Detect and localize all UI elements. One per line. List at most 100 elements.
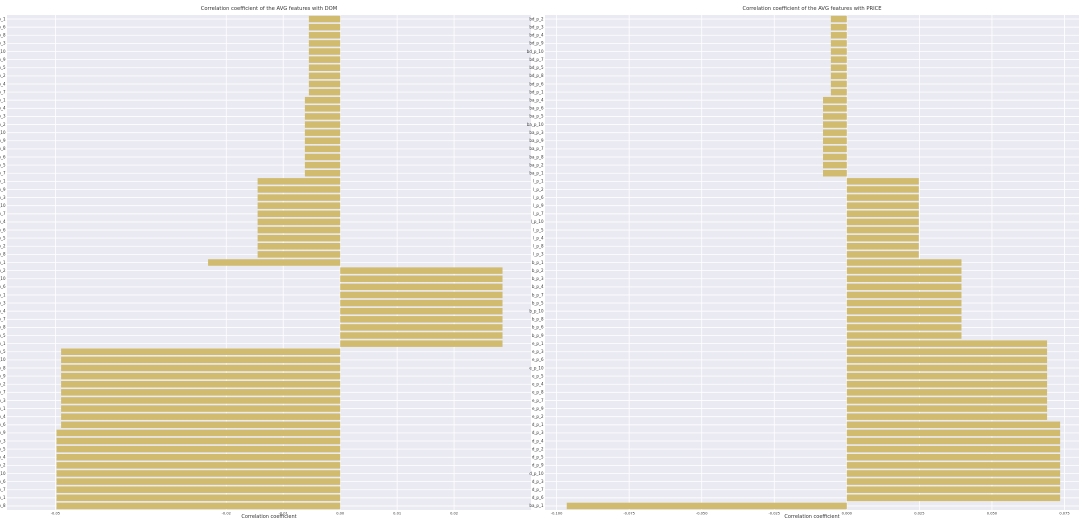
y-tick-label: b_p_1 [0,16,6,21]
bar [61,364,341,372]
y-tick-label: l_p_7 [0,211,6,216]
bar [846,470,1061,477]
bar [846,340,1048,347]
y-tick-label: b_p_7 [0,89,6,94]
y-tick-label: bd_p_8 [529,73,544,78]
bar [308,48,341,55]
y-tick-label: ba_p_5 [529,114,544,119]
y-tick-label: e_p_1 [0,292,6,297]
y-tick-label: bd_p_10 [527,49,544,54]
bar [257,194,341,201]
bar [846,307,962,315]
bar [846,437,1061,445]
bar [846,429,1061,437]
y-tick-label: l_p_3 [533,252,544,257]
y-tick-label: l_p_9 [0,187,6,192]
y-tick-label: e_p_10 [0,49,6,54]
bar [56,486,341,493]
y-tick-label: bd_p_3 [0,114,6,119]
y-tick-label: d_p_7 [532,487,544,492]
bar [304,96,341,104]
bar [340,283,503,291]
y-tick-label: l_p_9 [533,203,544,208]
bar [846,283,962,291]
y-tick-label: b_p_9 [532,333,544,338]
bar [308,23,341,31]
y-tick-label: bd_p_7 [529,57,544,62]
y-tick-label: l_p_5 [533,227,544,232]
bar [61,356,341,364]
y-tick-label: e_p_8 [0,325,6,330]
y-tick-label: l_p_6 [533,195,544,200]
y-tick-label: b_p_8 [0,33,6,38]
bar [304,129,341,136]
y-tick-label: d_p_1 [0,495,6,500]
y-tick-label: ba_p_8 [529,154,544,159]
bar [304,121,341,128]
y-tick-label: e_p_10 [0,276,6,281]
bar [61,372,341,380]
y-tick-label: d_p_3 [0,438,6,443]
bar [846,478,1061,485]
x-tick-label: 0.000 [842,512,853,516]
y-tick-label: l_p_1 [0,179,6,184]
bar [823,161,847,169]
y-tick-label: b_p_5 [532,300,544,305]
y-tick-label: ba_p_2 [0,382,6,387]
bar [846,445,1061,453]
bar [304,161,341,169]
bar [846,389,1048,396]
bar [308,15,341,23]
bar [340,324,503,331]
y-tick-label: b_p_9 [0,57,6,62]
y-tick-label: bd_p_9 [0,138,6,143]
y-tick-label: l_p_5 [0,235,6,240]
y-tick-label: d_p_9 [532,463,544,468]
y-tick-label: b_p_4 [532,284,544,289]
y-tick-label: ba_p_1 [529,503,544,508]
y-tick-label: d_p_4 [532,438,544,443]
y-tick-label: l_p_4 [533,235,544,240]
bar [257,226,341,234]
bar [846,405,1048,412]
bar [61,413,341,420]
y-tick-label: l_p_7 [533,211,544,216]
bar [56,445,341,453]
bar [56,470,341,477]
bar [304,145,341,153]
bar [61,348,341,356]
y-tick-label: e_p_4 [532,382,544,387]
y-tick-label: ba_p_8 [0,365,6,370]
bar [846,356,1048,364]
x-tick-label: -0.100 [551,512,563,516]
y-tick-label: ba_p_6 [529,106,544,111]
y-tick-label: b_p_2 [532,268,544,273]
y-tick-label: ba_p_5 [0,349,6,354]
y-tick-label: d_p_6 [0,479,6,484]
bar [308,32,341,39]
bar [304,113,341,120]
y-tick-label: ba_p_9 [529,138,544,143]
chart-price: bd_p_2 bd_p_3 bd_p_4 bd_p_9 bd_p_10 bd_p_7 bd_… [527,6,1079,520]
bar [823,121,847,128]
bar [340,267,503,274]
y-tick-label: d_p_6 [532,495,544,500]
y-tick-label: e_p_6 [0,284,6,289]
bar [846,259,962,266]
bar [308,56,341,63]
chart-dom: b_p_1 b_p_6 b_p_8 b_p_3 e_p_10 b_p_9 b_p_5 b_p_… [0,6,531,520]
bar [308,80,341,88]
bar [566,502,847,510]
bar [830,64,847,71]
y-tick-label: l_p_1 [533,179,544,184]
y-tick-label: ba_p_1 [529,171,544,176]
y-tick-label: ba_p_7 [529,146,544,151]
y-tick-label: e_p_8 [532,390,544,395]
y-tick-label: bd_p_5 [0,162,6,167]
bar [823,96,847,104]
bar [846,243,919,250]
y-tick-label: l_p_10 [531,219,544,224]
bar [257,251,341,258]
bar [257,243,341,250]
bar [846,421,1061,429]
